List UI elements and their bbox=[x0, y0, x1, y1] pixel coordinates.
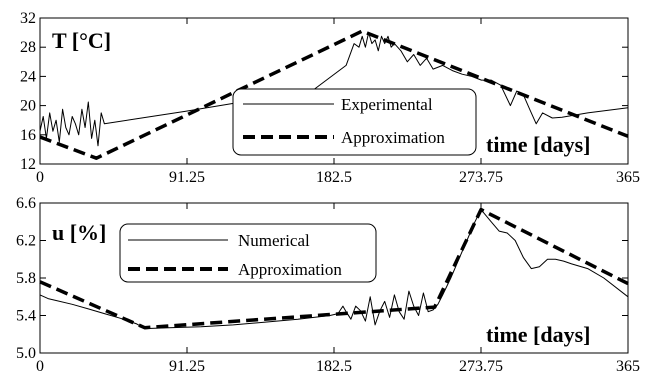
x-tick-label: 365 bbox=[616, 358, 640, 375]
legend-label-experimental: Experimental bbox=[341, 95, 433, 114]
y-tick-label: 5.8 bbox=[16, 270, 36, 287]
y-tick-label: 5.4 bbox=[16, 308, 36, 325]
moisture-chart: 5.0 5.4 5.8 6.2 6.6 0 91.25 182.5 273.75 365 u [… bbox=[16, 195, 640, 375]
legend-label-numerical: Numerical bbox=[238, 231, 310, 250]
x-tick-label: 273.75 bbox=[459, 169, 503, 186]
x-tick-label: 0 bbox=[36, 358, 44, 375]
x-tick-label: 0 bbox=[36, 169, 44, 186]
series-line-numerical bbox=[39, 209, 629, 330]
y-axis-label: T [°C] bbox=[52, 28, 111, 53]
series-line-approximation bbox=[39, 207, 629, 330]
legend-box bbox=[232, 88, 477, 156]
y-tick-label: 5.0 bbox=[16, 345, 36, 362]
series-group bbox=[39, 207, 629, 330]
y-tick-label: 24 bbox=[20, 68, 36, 85]
y-tick-labels: 12 16 20 24 28 32 bbox=[20, 10, 36, 173]
x-tick-label: 365 bbox=[616, 169, 640, 186]
y-tick-label: 32 bbox=[20, 10, 36, 27]
y-tick-label: 6.6 bbox=[16, 195, 36, 212]
y-axis-label: u [%] bbox=[52, 220, 106, 245]
temperature-chart: 12 16 20 24 28 32 0 91.25 182.5 273.75 365 T [°C]… bbox=[20, 10, 640, 186]
x-tick-labels: 0 91.25 182.5 273.75 365 bbox=[36, 358, 640, 375]
legend: Experimental Approximation bbox=[232, 88, 477, 156]
x-tick-label: 182.5 bbox=[316, 169, 352, 186]
axis-ticks bbox=[39, 202, 629, 354]
legend-label-approximation: Approximation bbox=[238, 260, 342, 279]
y-tick-label: 20 bbox=[20, 98, 36, 115]
x-tick-label: 182.5 bbox=[316, 358, 352, 375]
y-tick-labels: 5.0 5.4 5.8 6.2 6.6 bbox=[16, 195, 36, 362]
y-tick-label: 6.2 bbox=[16, 233, 36, 250]
legend-label-approximation: Approximation bbox=[341, 128, 445, 147]
series-line-approximation bbox=[39, 29, 629, 160]
x-tick-label: 91.25 bbox=[169, 358, 205, 375]
x-axis-label: time [days] bbox=[486, 322, 590, 347]
x-tick-label: 273.75 bbox=[459, 358, 503, 375]
series-group bbox=[39, 29, 629, 160]
y-tick-label: 12 bbox=[20, 156, 36, 173]
y-tick-label: 16 bbox=[20, 127, 36, 144]
legend: Numerical Approximation bbox=[119, 223, 377, 283]
x-tick-labels: 0 91.25 182.5 273.75 365 bbox=[36, 169, 640, 186]
x-axis-label: time [days] bbox=[486, 132, 590, 157]
y-tick-label: 28 bbox=[20, 39, 36, 56]
x-tick-label: 91.25 bbox=[169, 169, 205, 186]
